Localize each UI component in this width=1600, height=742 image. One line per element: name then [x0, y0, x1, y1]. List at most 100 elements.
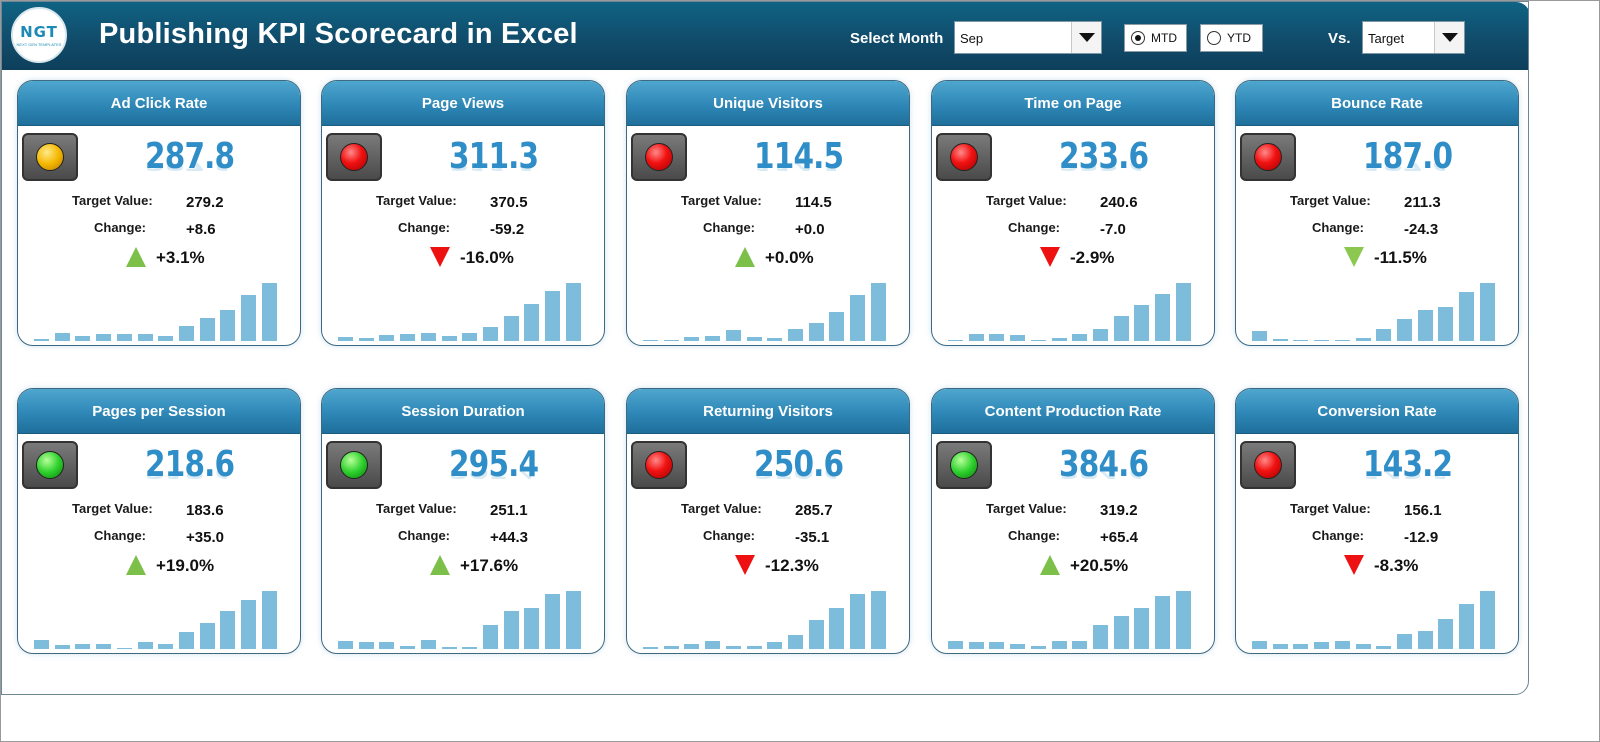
- sparkline-bar: [338, 336, 353, 341]
- change-label: Change:: [1312, 528, 1364, 543]
- status-bulb-icon: [1254, 451, 1282, 479]
- logo-text: NGT: [20, 23, 58, 41]
- sparkline-bar: [220, 610, 236, 649]
- target-label: Target Value:: [1290, 193, 1371, 208]
- traffic-light-icon: [936, 441, 992, 489]
- kpi-card-title: Conversion Rate: [1236, 389, 1518, 434]
- sparkline-bar: [968, 334, 984, 341]
- traffic-light-icon: [936, 133, 992, 181]
- kpi-card: Pages per Session 218.6 218.6 Target Val…: [17, 388, 301, 654]
- ytd-radio[interactable]: YTD: [1200, 24, 1263, 52]
- sparkline-bar: [524, 303, 540, 341]
- sparkline-bar: [75, 336, 91, 341]
- chevron-down-icon[interactable]: [1434, 22, 1464, 53]
- sparkline-bar: [96, 644, 112, 649]
- vs-dropdown[interactable]: Target: [1362, 21, 1465, 54]
- sparkline-bar: [116, 648, 132, 649]
- sparkline-bar: [545, 594, 560, 649]
- mtd-radio[interactable]: MTD: [1124, 24, 1187, 52]
- sparkline-bar: [379, 335, 395, 341]
- sparkline-bar: [1134, 304, 1150, 341]
- sparkline-bar: [420, 332, 436, 341]
- sparkline-bar: [482, 624, 498, 649]
- trend-sparkline: [948, 585, 1196, 649]
- sparkline-bar: [829, 607, 845, 649]
- kpi-card-title: Content Production Rate: [932, 389, 1214, 434]
- traffic-light-icon: [326, 441, 382, 489]
- target-value: 285.7: [795, 502, 833, 519]
- sparkline-bar: [96, 334, 112, 341]
- sparkline-bar: [462, 332, 478, 341]
- arrow-up-icon: [430, 555, 450, 575]
- sparkline-bar: [1252, 331, 1267, 341]
- kpi-value: 311.3: [449, 136, 539, 177]
- sparkline-bar: [1155, 595, 1170, 649]
- status-bulb-icon: [950, 451, 978, 479]
- sparkline-bar: [870, 283, 886, 341]
- traffic-light-icon: [22, 441, 78, 489]
- sparkline-bar: [705, 336, 721, 341]
- sparkline-bar: [1355, 337, 1371, 341]
- traffic-light-icon: [1240, 133, 1296, 181]
- sparkline-bar: [158, 336, 174, 341]
- change-percent: -8.3%: [1374, 556, 1419, 575]
- status-bulb-icon: [36, 451, 64, 479]
- sparkline-bar: [482, 326, 498, 341]
- kpi-value: 187.0: [1363, 136, 1453, 177]
- traffic-light-icon: [631, 441, 687, 489]
- change-value: -12.9: [1404, 529, 1439, 546]
- sparkline-bar: [968, 641, 984, 649]
- mtd-radio-dot[interactable]: [1131, 31, 1145, 45]
- sparkline-bar: [1479, 591, 1495, 649]
- sparkline-bar: [1334, 640, 1350, 649]
- change-value: -59.2: [490, 221, 525, 238]
- target-value: 319.2: [1100, 502, 1138, 519]
- trend-sparkline: [338, 277, 586, 341]
- sparkline-bar: [1334, 340, 1350, 341]
- ytd-radio-dot[interactable]: [1207, 31, 1221, 45]
- kpi-card-title: Time on Page: [932, 81, 1214, 126]
- sparkline-bar: [565, 591, 581, 649]
- sparkline-bar: [1010, 644, 1026, 649]
- sparkline-bar: [545, 291, 560, 341]
- sparkline-bar: [870, 591, 886, 649]
- header-bar: NGT NEXT GEN TEMPLATES Publishing KPI Sc…: [2, 2, 1528, 70]
- sparkline-bar: [684, 644, 700, 649]
- kpi-value: 218.6: [145, 444, 235, 485]
- kpi-value-reflection: 143.2: [1363, 471, 1445, 482]
- chevron-down-icon[interactable]: [1071, 22, 1101, 53]
- change-value: +44.3: [490, 529, 528, 546]
- ngt-logo: NGT NEXT GEN TEMPLATES: [11, 7, 67, 63]
- trend-sparkline: [1252, 277, 1500, 341]
- change-percent: -12.3%: [765, 556, 819, 575]
- kpi-value: 295.4: [449, 444, 539, 485]
- status-bulb-icon: [950, 143, 978, 171]
- trend-sparkline: [643, 585, 891, 649]
- select-month-label: Select Month: [850, 30, 944, 47]
- sparkline-bar: [420, 639, 436, 649]
- sparkline-bar: [829, 312, 845, 341]
- kpi-value: 250.6: [754, 444, 844, 485]
- change-value: +65.4: [1100, 529, 1138, 546]
- sparkline-bar: [400, 333, 416, 341]
- sparkline-bar: [1272, 338, 1288, 341]
- change-label: Change:: [1008, 220, 1060, 235]
- kpi-value-reflection: 187.0: [1363, 163, 1445, 174]
- sparkline-bar: [808, 322, 824, 341]
- sparkline-bar: [441, 646, 457, 649]
- sparkline-bar: [358, 337, 374, 341]
- sparkline-bar: [241, 294, 256, 341]
- target-value: 240.6: [1100, 194, 1138, 211]
- kpi-value: 384.6: [1059, 444, 1149, 485]
- change-label: Change:: [398, 220, 450, 235]
- kpi-value: 143.2: [1363, 444, 1453, 485]
- target-value: 211.3: [1404, 194, 1441, 211]
- target-value: 370.5: [490, 194, 528, 211]
- sparkline-bar: [158, 644, 174, 649]
- mtd-label: MTD: [1151, 31, 1177, 45]
- sparkline-bar: [1438, 619, 1454, 649]
- month-dropdown[interactable]: Sep: [954, 21, 1102, 54]
- arrow-down-icon: [735, 555, 755, 575]
- change-value: -7.0: [1100, 221, 1126, 238]
